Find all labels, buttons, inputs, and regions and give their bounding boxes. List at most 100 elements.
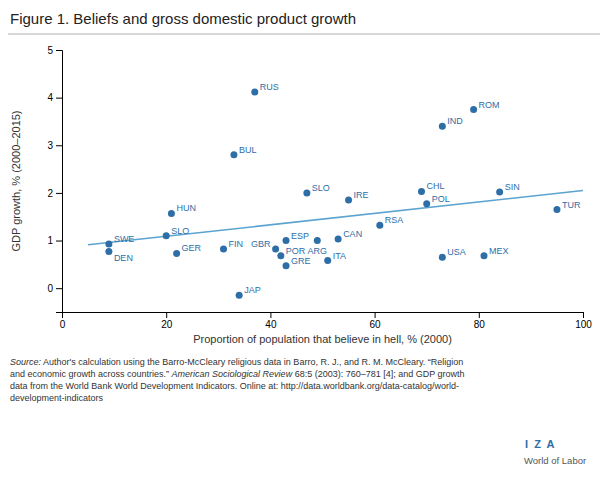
point xyxy=(439,123,446,130)
point xyxy=(423,200,430,207)
point-label: CAN xyxy=(343,229,362,239)
logo-subtitle: World of Labor xyxy=(524,455,586,466)
point xyxy=(345,197,352,204)
y-axis-tick-mark xyxy=(56,145,62,146)
point xyxy=(236,292,243,299)
y-axis-tick: 2 xyxy=(47,188,62,199)
y-axis-tick-label: 0 xyxy=(47,283,53,294)
x-axis-tick-mark xyxy=(583,312,584,318)
point xyxy=(168,210,175,217)
point xyxy=(439,254,446,261)
point xyxy=(283,237,290,244)
point-label: ESP xyxy=(291,231,309,241)
point-label: GBR xyxy=(251,239,271,249)
point xyxy=(376,222,383,229)
x-axis-tick: 80 xyxy=(474,312,486,330)
point xyxy=(283,262,290,269)
point xyxy=(173,250,180,257)
x-axis-tick-label: 80 xyxy=(474,319,486,330)
y-axis-tick-label: 3 xyxy=(47,140,53,151)
x-axis: 0 20 40 60 80 100 xyxy=(60,312,593,330)
point xyxy=(230,151,237,158)
point xyxy=(251,88,258,95)
y-axis-tick-label: 5 xyxy=(47,45,53,56)
point xyxy=(163,232,170,239)
point xyxy=(105,240,112,247)
y-axis: 0 1 2 3 4 5 xyxy=(47,45,62,313)
title-rule xyxy=(8,34,600,35)
point xyxy=(272,246,279,253)
point-label: SLO xyxy=(312,183,330,193)
point-label: GER xyxy=(182,243,202,253)
y-axis-tick-mark xyxy=(56,193,62,194)
source-text: Source: xyxy=(10,357,41,367)
point-label: GRE xyxy=(291,256,311,266)
point-label: SWE xyxy=(114,234,135,244)
point-label: HUN xyxy=(176,203,196,213)
point-label: IRE xyxy=(354,190,369,200)
point-label: POR xyxy=(286,246,306,256)
x-axis-tick-mark xyxy=(270,312,271,318)
point-label: MEX xyxy=(489,246,509,256)
point-label: ITA xyxy=(333,251,346,261)
x-axis-tick: 40 xyxy=(265,312,277,330)
x-axis-tick-mark xyxy=(479,312,480,318)
y-axis-tick-mark xyxy=(56,241,62,242)
title: Figure 1. Beliefs and gross domestic pro… xyxy=(10,10,356,27)
y-axis-tick-mark xyxy=(56,50,62,51)
y-axis-tick-label: 1 xyxy=(47,235,53,246)
point-label: POL xyxy=(432,194,450,204)
y-axis-title: GDP growth, % (2000–2015) xyxy=(10,110,22,251)
point-label: SIN xyxy=(505,182,520,192)
x-axis-title: Proportion of population that believe in… xyxy=(193,333,452,345)
y-axis-tick: 4 xyxy=(47,92,62,103)
x-axis-tick-label: 20 xyxy=(161,319,173,330)
point-label: RSA xyxy=(385,215,404,225)
x-axis-tick-label: 60 xyxy=(370,319,382,330)
point-label: FIN xyxy=(229,239,244,249)
point-label: TUR xyxy=(562,200,581,210)
x-axis-tick: 100 xyxy=(575,312,592,330)
y-axis-line xyxy=(56,51,63,313)
point-label: ROM xyxy=(479,100,500,110)
logo: I Z A xyxy=(525,438,555,450)
point xyxy=(220,246,227,253)
y-axis-tick: 3 xyxy=(47,140,62,151)
point-label: SLO xyxy=(171,226,189,236)
point xyxy=(481,252,488,259)
point-label: DEN xyxy=(114,253,133,263)
y-axis-tick: 0 xyxy=(47,283,62,294)
source-text: American Sociological Review xyxy=(172,369,293,379)
y-axis-tick-mark xyxy=(56,288,62,289)
point-label: IND xyxy=(447,116,463,126)
x-axis-tick-label: 100 xyxy=(575,319,592,330)
point xyxy=(470,106,477,113)
point xyxy=(335,236,342,243)
x-axis-tick-label: 40 xyxy=(265,319,277,330)
point xyxy=(314,237,321,244)
x-axis-tick: 0 xyxy=(60,312,66,330)
point xyxy=(418,188,425,195)
point xyxy=(105,248,112,255)
point-label: CHL xyxy=(426,181,444,191)
point xyxy=(496,188,503,195)
x-axis-tick: 20 xyxy=(161,312,173,330)
point-label: RUS xyxy=(260,82,279,92)
point-label: ARG xyxy=(308,246,328,256)
chart-svg: Figure 1. Beliefs and gross domestic pro… xyxy=(0,0,608,478)
point-labels: SWE DEN HUN SLO GER FIN BUL JAP ESP GBR PORGRE SLO A… xyxy=(114,82,581,295)
point-label: BUL xyxy=(239,145,257,155)
plot-area xyxy=(88,88,583,298)
x-axis-tick-label: 0 xyxy=(60,319,66,330)
x-axis-tick-mark xyxy=(375,312,376,318)
point-label: JAP xyxy=(244,285,261,295)
source-note: Source: Author's calculation using the B… xyxy=(10,356,598,404)
point xyxy=(553,206,560,213)
point xyxy=(303,189,310,196)
point-label: USA xyxy=(447,247,466,257)
y-axis-tick-mark xyxy=(56,98,62,99)
point xyxy=(277,252,284,259)
point xyxy=(324,257,331,264)
x-axis-tick-mark xyxy=(166,312,167,318)
trendline xyxy=(88,191,583,245)
